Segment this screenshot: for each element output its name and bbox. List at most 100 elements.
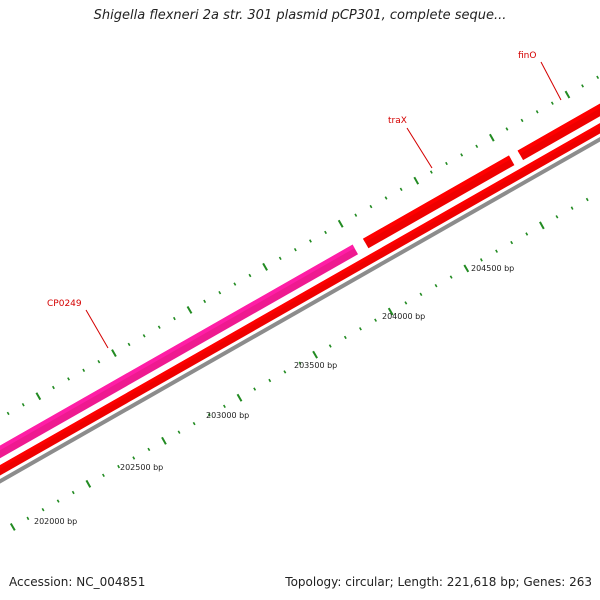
tick-labels: 202000 bp 202500 bp 203000 bp 203500 bp … [34, 264, 514, 526]
major-tick [312, 350, 318, 359]
tick-label-202000: 202000 bp [34, 517, 77, 526]
major-tick [262, 262, 268, 271]
minor-tick [132, 456, 136, 460]
minor-tick [555, 215, 559, 219]
major-tick [85, 479, 92, 488]
minor-tick [82, 368, 86, 372]
minor-tick [596, 75, 600, 79]
minor-tick [67, 377, 70, 381]
gene-labels: CP0249 traX finO [47, 51, 562, 349]
tick-label-202500: 202500 bp [120, 463, 163, 472]
minor-tick [585, 197, 589, 202]
minor-tick [157, 325, 161, 329]
major-tick [413, 176, 420, 185]
minor-tick [359, 327, 362, 331]
fino-leader-line [540, 61, 562, 101]
minor-tick [429, 170, 433, 174]
minor-tick [354, 213, 358, 217]
minor-tick [505, 127, 509, 131]
minor-tick [268, 378, 272, 383]
minor-tick [369, 204, 373, 209]
minor-tick [248, 273, 252, 278]
gene-trax[interactable] [362, 155, 515, 249]
gene-cp0249[interactable] [0, 244, 359, 470]
minor-tick [581, 84, 584, 88]
accession-text: Accession: NC_004851 [9, 575, 146, 589]
minor-tick [495, 249, 498, 253]
minor-tick [172, 316, 176, 321]
minor-tick [298, 361, 302, 365]
major-tick [564, 90, 571, 99]
minor-tick [445, 161, 448, 166]
minor-tick [328, 344, 332, 348]
cp0249-leader-line [85, 309, 109, 349]
minor-tick [399, 187, 403, 191]
gene-bar-lower-highlight [0, 123, 600, 469]
minor-tick [434, 284, 438, 288]
minor-tick [374, 318, 377, 322]
minor-tick [218, 291, 222, 295]
minor-tick [142, 334, 146, 338]
minor-tick [550, 101, 554, 105]
minor-tick [26, 516, 30, 521]
major-tick [539, 221, 545, 230]
minor-tick [475, 144, 479, 148]
gene-track-upper [0, 103, 600, 470]
minor-tick [127, 342, 131, 347]
minor-tick [324, 230, 327, 235]
minor-tick [535, 110, 539, 114]
minor-tick [177, 430, 181, 434]
minor-tick [21, 403, 25, 407]
minor-tick [309, 239, 312, 243]
gene-fino-highlight [517, 103, 600, 155]
major-tick [236, 393, 243, 402]
minor-tick [223, 404, 226, 408]
major-tick [337, 219, 344, 228]
minor-tick [52, 385, 55, 390]
gene-label-trax[interactable]: traX [388, 116, 407, 126]
minor-tick [449, 275, 453, 279]
backbone [0, 136, 600, 484]
tick-label-204000: 204000 bp [382, 312, 425, 321]
major-tick [161, 436, 167, 445]
major-tick [9, 522, 16, 531]
tick-label-203500: 203500 bp [294, 361, 337, 370]
minor-tick [525, 232, 529, 236]
minor-tick [117, 464, 121, 469]
minor-tick [56, 499, 60, 503]
backbone-track [0, 136, 600, 484]
major-tick [186, 305, 193, 314]
minor-tick [419, 292, 423, 296]
map-title: Shigella flexneri 2a str. 301 plasmid pC… [93, 8, 507, 23]
minor-tick [203, 299, 207, 304]
minor-tick [147, 447, 151, 452]
minor-tick [6, 411, 10, 416]
minor-tick [278, 256, 282, 260]
major-tick [111, 349, 117, 357]
major-tick [387, 307, 394, 316]
gene-label-cp0249[interactable]: CP0249 [47, 299, 82, 309]
minor-tick [71, 490, 75, 495]
gene-track-lower [0, 98, 600, 482]
minor-tick [283, 370, 287, 374]
minor-tick [404, 301, 408, 305]
upper-dot-track [6, 75, 600, 416]
minor-tick [510, 240, 514, 245]
minor-tick [102, 473, 105, 477]
minor-tick [343, 335, 347, 340]
minor-tick [293, 248, 297, 252]
tick-label-203000: 203000 bp [206, 411, 249, 420]
major-tick [489, 133, 495, 142]
minor-tick [460, 153, 464, 157]
minor-tick [384, 196, 388, 200]
gene-cp0249-highlight [0, 244, 355, 451]
gene-label-fino[interactable]: finO [518, 51, 536, 61]
genome-stats-text: Topology: circular; Length: 221,618 bp; … [285, 575, 592, 589]
gene-trax-highlight [362, 155, 511, 243]
minor-tick [253, 387, 257, 391]
gene-bar-lower[interactable] [0, 98, 600, 482]
minor-tick [97, 360, 101, 364]
minor-tick [570, 206, 574, 210]
